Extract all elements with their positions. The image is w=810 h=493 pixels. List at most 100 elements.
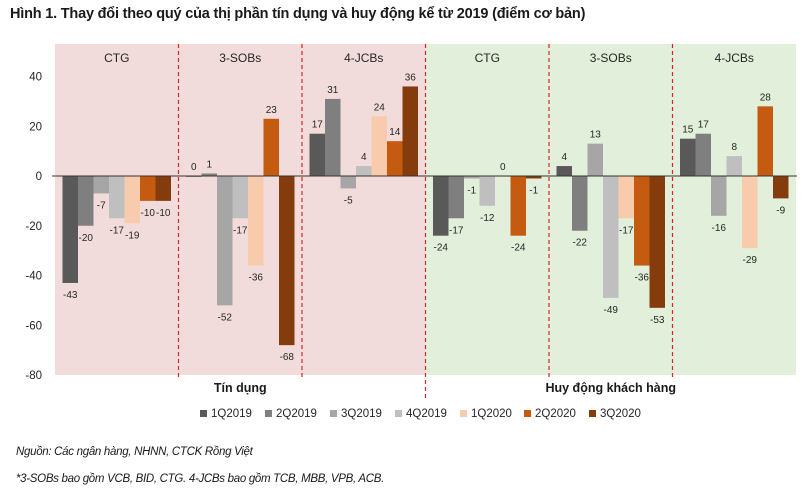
bar-1q2019 [433,176,449,236]
bar-3q2019 [464,176,480,179]
bar-3q2020 [155,176,171,201]
data-label: -10 [141,208,156,219]
data-label: -10 [156,208,171,219]
bar-1q2020 [371,116,387,176]
legend-swatch [265,410,272,417]
legend-item: 3Q2020 [589,408,641,420]
legend-item: 1Q2019 [200,408,252,420]
data-label: -7 [97,200,106,211]
group-label: 4-JCBs [344,51,383,65]
chart-title: Hình 1. Thay đổi theo quý của thị phần t… [10,6,586,22]
divider-layer [177,44,674,400]
legend-swatch [330,410,337,417]
data-label: -1 [529,185,538,196]
bar-1q2020 [742,176,758,249]
footnote: *3-SOBs bao gồm VCB, BID, CTG. 4-JCBs ba… [16,473,385,485]
group-label: CTG [475,51,500,65]
legend-item: 2Q2020 [524,408,576,420]
bar-4q2019 [479,176,495,206]
data-label: 4 [361,152,367,163]
y-tick-label: 0 [36,171,42,183]
data-label: -17 [449,225,464,236]
data-label: 36 [405,72,417,83]
data-label: -1 [467,185,476,196]
bar-2q2020 [510,176,526,236]
bar-3q2020 [773,176,789,199]
bar-1q2019 [309,133,325,176]
bar-2q2020 [387,141,403,176]
bar-2q2020 [263,118,279,176]
bar-1q2020 [248,176,264,266]
data-label: -9 [776,205,785,216]
legend-label: 2Q2020 [535,408,576,420]
data-label: 24 [374,102,386,113]
data-label: -24 [434,243,449,254]
data-label: 17 [698,120,710,131]
bar-1q2019 [556,166,572,176]
legend-label: 3Q2020 [600,408,641,420]
legend-label: 1Q2019 [211,408,252,420]
bar-2q2019 [78,176,94,226]
y-tick-label: -80 [25,370,42,382]
bar-4q2019 [603,176,619,298]
data-label: 31 [327,85,339,96]
data-label: 4 [561,152,567,163]
data-label: -5 [344,195,353,206]
data-label: -17 [619,225,634,236]
bar-1q2020 [124,176,140,224]
data-label: 0 [191,162,197,173]
data-label: 14 [389,127,401,138]
bar-4q2019 [232,176,248,219]
bar-3q2020 [279,176,295,346]
legend-item: 4Q2019 [395,408,447,420]
bar-2q2019 [448,176,464,219]
bar-3q2019 [93,176,109,194]
section-label: Tín dụng [214,381,267,395]
data-label: 15 [682,125,694,136]
data-label: -36 [249,273,264,284]
data-label: -17 [233,225,248,236]
group-label: 3-SOBs [219,51,261,65]
bar-3q2020 [402,86,418,176]
bar-4q2019 [726,156,742,176]
legend-swatch [200,410,207,417]
data-label: 17 [312,120,324,131]
bar-1q2019 [62,176,78,283]
bar-2q2019 [572,176,588,231]
bar-layer [62,86,789,346]
legend-swatch [395,410,402,417]
data-label: -22 [573,238,588,249]
y-tick-label: 20 [29,121,42,133]
legend-item: 3Q2019 [330,408,382,420]
bar-3q2019 [217,176,233,306]
group-label: 4-JCBs [715,51,754,65]
legend-swatch [524,410,531,417]
data-label: -16 [712,223,727,234]
bar-3q2019 [340,176,356,189]
bar-1q2019 [680,138,696,176]
data-label: -19 [125,230,140,241]
legend-item: 1Q2020 [460,408,512,420]
legend-item: 2Q2019 [265,408,317,420]
y-tick-label: -40 [25,271,42,283]
section-label: Huy động khách hàng [545,381,676,395]
data-label: 1 [206,160,212,171]
y-tick-label: 40 [29,72,42,84]
bar-2q2019 [325,98,341,176]
bar-3q2020 [649,176,665,308]
bar-2q2019 [695,133,711,176]
data-label: -52 [218,312,233,323]
data-label: 13 [590,130,602,141]
bar-4q2019 [109,176,125,219]
legend-swatch [460,410,467,417]
data-label: -29 [743,255,758,266]
data-label: -24 [511,243,526,254]
group-label: 3-SOBs [590,51,632,65]
bar-2q2019 [201,173,217,176]
bar-4q2019 [356,166,372,176]
legend-swatch [589,410,596,417]
bar-1q2020 [618,176,634,219]
source-note: Nguồn: Các ngân hàng, NHNN, CTCK Rồng Vi… [16,446,253,458]
